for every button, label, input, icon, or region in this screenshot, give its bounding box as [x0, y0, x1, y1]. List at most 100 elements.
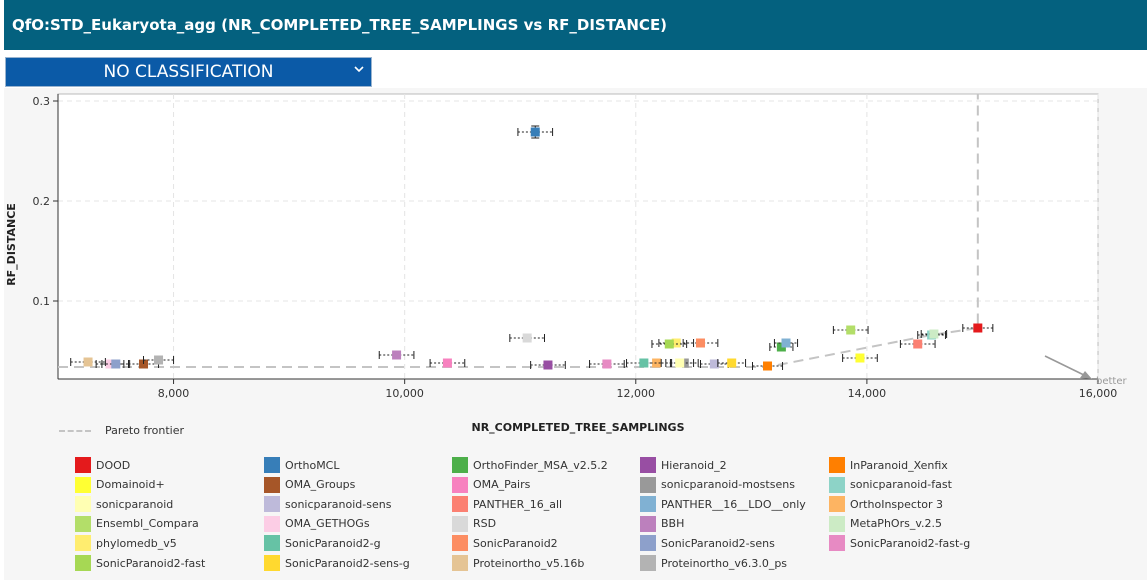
data-point[interactable]: [543, 360, 553, 370]
legend-swatch: [75, 535, 91, 552]
legend-item[interactable]: SonicParanoid2-sens-g: [264, 555, 410, 571]
legend-label: sonicparanoid: [96, 497, 174, 511]
chart-container: 8,000 10,000 12,000 14,000 16,000 0.1 0.2 0.3 NR…: [4, 88, 1147, 580]
data-point[interactable]: [652, 358, 662, 368]
legend-label: Proteinortho_v6.3.0_ps: [661, 556, 788, 570]
pareto-legend: Pareto frontier: [59, 424, 184, 437]
legend-label: PANTHER__16__LDO__only: [661, 497, 806, 511]
data-point[interactable]: [83, 357, 93, 367]
data-point[interactable]: [781, 338, 791, 348]
legend-swatch: [264, 515, 280, 532]
data-point[interactable]: [392, 350, 402, 360]
legend-item[interactable]: OMA_Pairs: [452, 476, 530, 493]
legend-item[interactable]: SonicParanoid2-sens: [640, 535, 775, 552]
data-point[interactable]: [675, 358, 685, 368]
legend-item[interactable]: sonicparanoid-mostsens: [640, 476, 795, 493]
legend-label: phylomedb_v5: [96, 536, 177, 550]
legend-item[interactable]: OrthoInspector 3: [829, 496, 944, 513]
data-point[interactable]: [671, 338, 681, 348]
legend-label: sonicparanoid-mostsens: [661, 478, 795, 492]
legend-label: OrthoInspector 3: [850, 497, 944, 511]
legend-label: SonicParanoid2: [473, 536, 558, 550]
data-point[interactable]: [846, 325, 856, 335]
legend-swatch: [452, 515, 468, 532]
page-header: QfO:STD_Eukaryota_agg (NR_COMPLETED_TREE…: [4, 0, 1147, 50]
data-point[interactable]: [776, 342, 786, 352]
classification-select[interactable]: NO CLASSIFICATION: [5, 57, 372, 87]
legend-item[interactable]: phylomedb_v5: [75, 535, 177, 552]
legend-item[interactable]: PANTHER__16__LDO__only: [640, 496, 806, 513]
legend-item[interactable]: OMA_GETHOGs: [264, 515, 370, 532]
legend-label: OMA_GETHOGs: [285, 517, 370, 531]
legend-swatch: [640, 535, 656, 552]
data-point[interactable]: [442, 358, 452, 368]
data-point[interactable]: [154, 355, 164, 365]
legend-swatch: [452, 496, 468, 513]
legend-item[interactable]: sonicparanoid: [75, 496, 174, 513]
legend-item[interactable]: SonicParanoid2-fast: [75, 555, 205, 571]
legend-label: Ensembl_Compara: [96, 517, 199, 531]
legend-swatch: [640, 457, 656, 473]
data-point[interactable]: [727, 358, 737, 368]
legend-label: Domainoid+: [96, 478, 165, 492]
scatter-plot[interactable]: 8,000 10,000 12,000 14,000 16,000 0.1 0.2 0.3 NR…: [4, 88, 1147, 448]
data-point[interactable]: [602, 359, 612, 369]
legend-label: SonicParanoid2-fast-g: [850, 536, 971, 550]
data-point[interactable]: [913, 339, 923, 349]
legend-swatch: [264, 457, 280, 473]
legend-item[interactable]: sonicparanoid-sens: [264, 496, 391, 513]
legend-swatch: [452, 535, 468, 552]
legend-label: SonicParanoid2-sens: [661, 536, 775, 550]
data-point[interactable]: [855, 353, 865, 363]
legend-swatch: [829, 457, 845, 473]
data-point[interactable]: [709, 359, 719, 369]
data-point[interactable]: [522, 333, 532, 343]
legend-item[interactable]: RSD: [452, 515, 497, 532]
legend-item[interactable]: DOOD: [75, 457, 130, 473]
legend-item[interactable]: Proteinortho_v5.16b: [452, 555, 584, 571]
legend-item[interactable]: Hieranoid_2: [640, 457, 727, 473]
legend-label: DOOD: [96, 458, 131, 472]
legend-label: RSD: [473, 517, 497, 531]
y-tick-label: 0.1: [33, 295, 51, 308]
legend-swatch: [640, 496, 656, 513]
legend-item[interactable]: Domainoid+: [75, 476, 165, 493]
legend-item[interactable]: Proteinortho_v6.3.0_ps: [640, 555, 787, 571]
data-point[interactable]: [763, 361, 773, 371]
x-tick-label: 10,000: [385, 387, 424, 400]
legend-label: BBH: [661, 517, 685, 531]
legend-item[interactable]: InParanoid_Xenfix: [829, 457, 948, 473]
legend-swatch: [640, 476, 656, 493]
legend-item[interactable]: Ensembl_Compara: [75, 515, 199, 532]
legend-item[interactable]: sonicparanoid-fast: [829, 476, 952, 493]
better-label: better: [1096, 376, 1127, 387]
plot-area: [57, 93, 1099, 380]
data-point[interactable]: [664, 339, 674, 349]
legend-item[interactable]: OrthoFinder_MSA_v2.5.2: [452, 457, 608, 473]
legend-item[interactable]: PANTHER_16_all: [452, 496, 562, 513]
data-point[interactable]: [111, 359, 121, 369]
legend-item[interactable]: OrthoMCL: [264, 457, 340, 473]
data-point[interactable]: [695, 338, 705, 348]
data-point[interactable]: [679, 358, 689, 368]
legend-item[interactable]: SonicParanoid2: [452, 535, 558, 552]
legend-item[interactable]: MetaPhOrs_v.2.5: [829, 515, 942, 532]
legend-swatch: [75, 476, 91, 493]
legend-swatch: [75, 515, 91, 532]
data-point[interactable]: [973, 323, 983, 333]
legend-item[interactable]: OMA_Groups: [264, 476, 356, 493]
data-point[interactable]: [929, 329, 939, 339]
legend-item[interactable]: SonicParanoid2-g: [264, 535, 381, 552]
legend-item[interactable]: SonicParanoid2-fast-g: [829, 535, 971, 552]
data-point[interactable]: [530, 127, 540, 137]
legend-label: Proteinortho_v5.16b: [473, 556, 585, 570]
legend-swatch: [264, 535, 280, 552]
legend-label: OrthoFinder_MSA_v2.5.2: [473, 458, 608, 472]
legend-item[interactable]: BBH: [640, 515, 685, 532]
data-point[interactable]: [639, 358, 649, 368]
legend-label: SonicParanoid2-g: [285, 536, 381, 550]
legend-label: OMA_Groups: [285, 478, 356, 492]
legend-swatch: [264, 555, 280, 571]
legend-swatch: [829, 535, 845, 552]
x-tick-label: 16,000: [1079, 387, 1118, 400]
